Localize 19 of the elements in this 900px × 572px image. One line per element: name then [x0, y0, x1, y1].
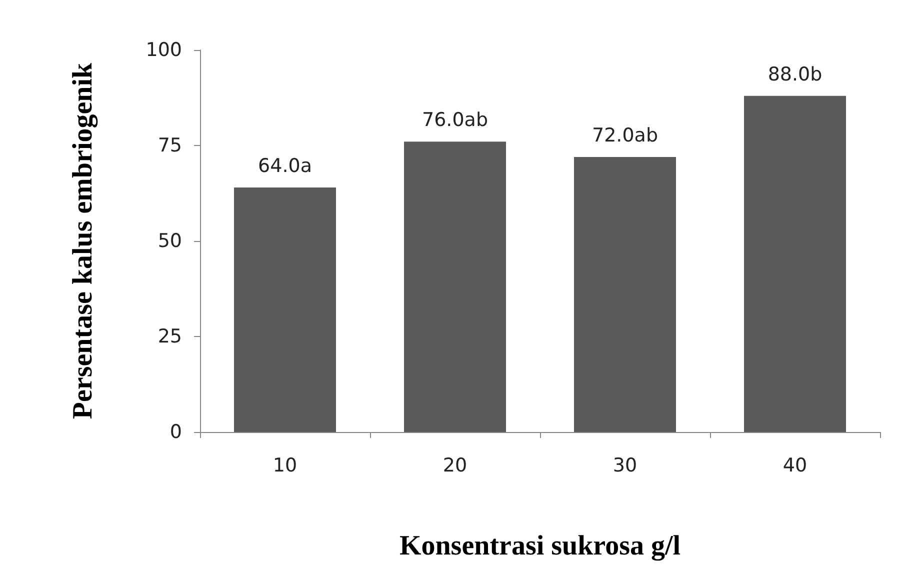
bar: [574, 156, 676, 432]
y-tick-label: 25: [158, 326, 182, 348]
x-axis-title: Konsentrasi sukrosa g/l: [399, 530, 681, 562]
data-label: 72.0ab: [592, 124, 658, 146]
y-tick-label: 50: [158, 230, 182, 252]
y-axis-title: Persentase kalus embriogenik: [68, 62, 98, 420]
bar: [744, 96, 846, 432]
x-tick-label: 30: [612, 454, 638, 476]
y-tick-label: 0: [170, 421, 182, 443]
x-tick-label: 10: [272, 454, 298, 476]
y-tick-label: 75: [158, 134, 182, 156]
data-label: 88.0b: [768, 63, 822, 86]
y-tick-label: 100: [146, 39, 182, 61]
x-tick-label: 20: [442, 454, 468, 476]
bar: [234, 188, 336, 432]
data-label: 76.0ab: [422, 109, 488, 132]
data-label: 64.0a: [258, 155, 312, 178]
bar: [404, 142, 506, 432]
x-tick-label: 40: [782, 454, 808, 476]
